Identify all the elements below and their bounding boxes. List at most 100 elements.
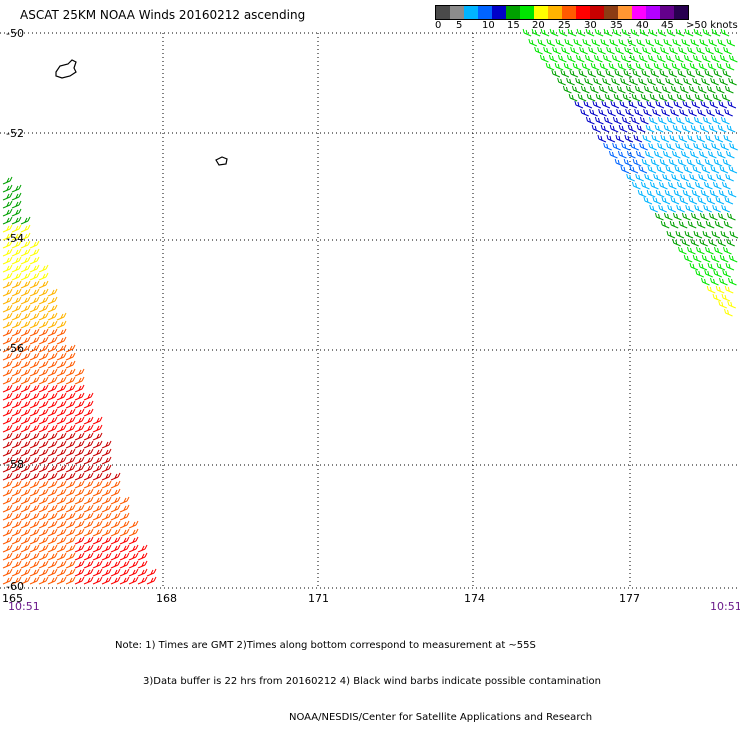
wind-barb [2,456,13,465]
wind-barb [654,124,664,133]
wind-barb [626,150,636,159]
wind-barb [29,304,40,313]
wind-barb [29,536,40,545]
wind-barb [20,232,31,241]
wind-barb [11,216,22,225]
wind-barb [682,100,692,109]
wind-barb [74,400,85,409]
wind-barb [555,38,565,47]
wind-barb [38,504,49,513]
wind-barb [11,280,22,289]
wind-barb [101,536,112,545]
wind-barb [2,176,13,185]
wind-barb [722,158,732,167]
wind-barb [20,440,31,449]
wind-barb [611,54,621,63]
wind-barb [714,246,723,255]
wind-barb [587,69,597,78]
wind-barb [56,400,67,409]
wind-barb [74,464,85,473]
wind-barb [594,28,604,37]
wind-barb [2,272,13,281]
wind-barb [11,464,22,473]
wind-barb [92,456,103,465]
wind-barb [83,448,94,457]
wind-barb [47,544,58,553]
wind-barb [2,528,13,537]
wind-barb [38,296,49,305]
wind-barb [56,480,67,489]
wind-barb [537,38,547,47]
wind-barb [689,173,698,182]
wind-barb [11,400,22,409]
wind-barb [669,220,679,229]
wind-barb [20,336,31,345]
wind-barb [65,552,76,561]
wind-barb [47,408,58,417]
wind-barb [675,116,685,125]
wind-barb [74,392,85,401]
wind-barb [11,296,22,305]
wind-barb [74,552,85,561]
wind-barb [610,100,620,109]
wind-barb [589,108,598,117]
wind-barb [597,46,606,55]
wind-barb [627,38,637,47]
wind-barb [74,528,85,537]
wind-barb [657,142,666,151]
wind-barb [11,392,22,401]
wind-barb [699,124,709,133]
wind-barb [20,464,31,473]
wind-barb [698,262,708,271]
lon-label-177: 177 [619,592,640,605]
wind-barb [11,576,22,585]
wind-barb [725,173,734,182]
wind-barb [74,368,85,377]
wind-barb [623,69,633,78]
wind-barb [711,116,721,125]
colorbar-segment [618,6,632,19]
colorbar-label: 35 [610,20,623,31]
wind-barb [657,116,667,125]
wind-barb [128,544,139,553]
wind-barb [691,100,701,109]
wind-barb [569,69,579,78]
wind-barb [722,69,732,78]
wind-barb [38,544,49,553]
wind-barb [650,69,660,78]
wind-barb [561,46,570,55]
wind-barb [29,400,40,409]
wind-barb [137,576,148,585]
wind-barb [665,77,674,86]
wind-barb [11,264,22,273]
wind-barb [20,304,31,313]
wind-barb [20,520,31,529]
note-line-1: Note: 1) Times are GMT 2)Times along bot… [115,640,536,651]
wind-barb [701,254,711,263]
wind-barb [641,158,651,167]
colorbar-segment [436,6,450,19]
wind-barb [726,238,735,247]
lat-label-58: -58 [6,458,24,471]
wind-barb [110,544,121,553]
wind-barb [687,220,697,229]
wind-barb [101,448,112,457]
wind-barb [2,568,13,577]
wind-barb [622,93,632,102]
wind-barb [652,85,662,94]
wind-barb [662,173,671,182]
wind-barb [65,536,76,545]
wind-barb [56,512,67,521]
wind-barb [725,150,735,159]
wind-barb [687,246,696,255]
wind-barb [667,93,677,102]
wind-barb [56,560,67,569]
lat-label-56: -56 [6,342,24,355]
wind-barb [11,408,22,417]
wind-barb [92,536,103,545]
wind-barb [74,480,85,489]
lat-label-52: -52 [6,127,24,140]
wind-barb [2,376,13,385]
wind-barb [554,62,564,71]
wind-barb [47,336,58,345]
